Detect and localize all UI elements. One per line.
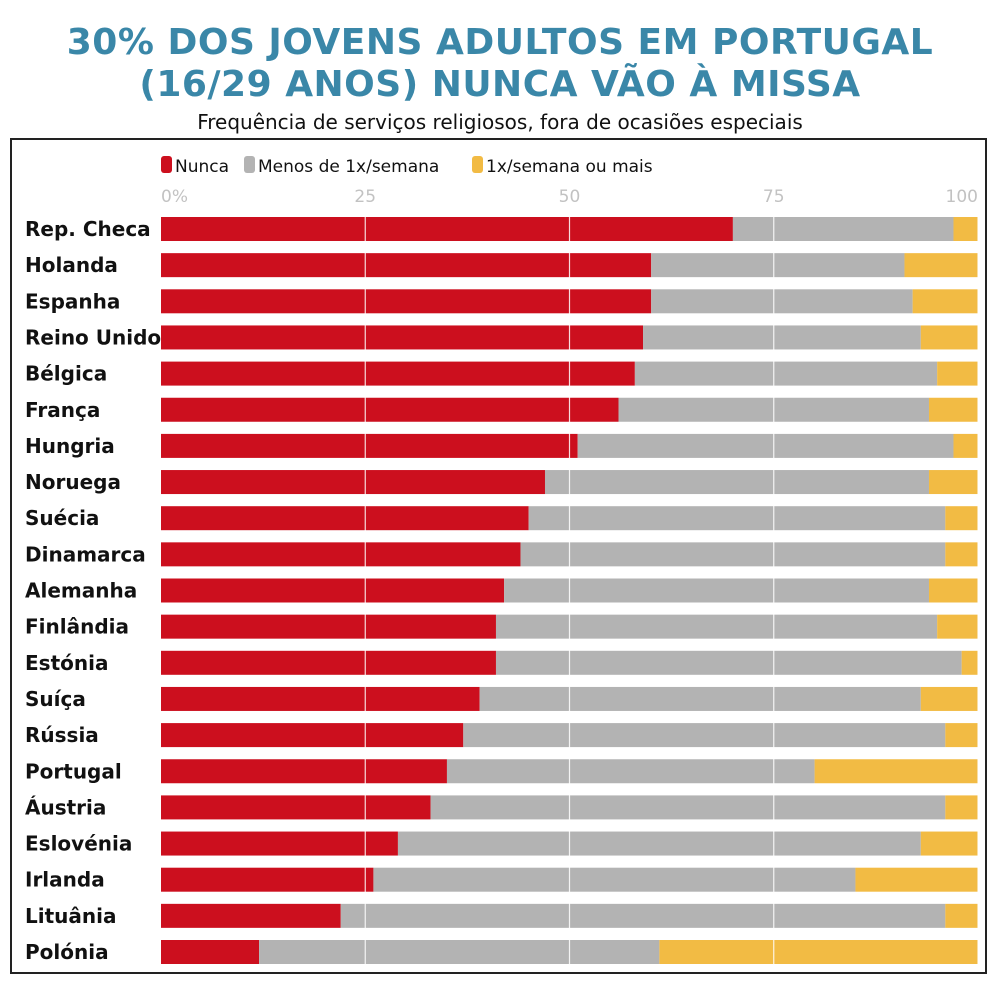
bar-menos-1x-15 [446,759,815,784]
bar-menos-1x-16 [430,795,946,820]
bar-menos-1x-9 [520,542,946,567]
bar-menos-1x-1 [651,253,905,278]
bar-semanal-ou-mais-18 [855,867,978,892]
category-label: Estónia [25,651,108,675]
bar-nunca-7 [161,470,545,495]
legend-swatch [244,156,255,173]
bar-semanal-ou-mais-2 [912,289,978,314]
bar-nunca-17 [161,831,398,856]
category-label: Suíça [25,687,86,711]
category-label: Suécia [25,506,99,530]
category-label: Irlanda [25,868,105,892]
bar-semanal-ou-mais-8 [945,506,978,531]
bar-nunca-13 [161,686,480,711]
bar-menos-1x-18 [373,867,856,892]
bar-semanal-ou-mais-1 [904,253,978,278]
category-label: Finlândia [25,615,129,639]
category-label: Bélgica [25,362,107,386]
category-label: França [25,398,100,422]
x-tick-label: 100 [946,187,978,207]
bar-semanal-ou-mais-7 [928,470,978,495]
bar-menos-1x-6 [577,433,954,458]
category-label: Espanha [25,289,120,313]
category-label: Portugal [25,759,122,783]
bar-semanal-ou-mais-0 [953,217,978,241]
category-label: Alemanha [25,579,137,603]
legend-swatch [472,156,483,173]
category-label: Hungria [25,434,115,458]
category-label: Rússia [25,723,99,747]
category-label: Eslovénia [25,832,132,856]
bar-nunca-11 [161,614,496,639]
category-label: Noruega [25,470,121,494]
bar-semanal-ou-mais-13 [920,686,978,711]
chart-frame [10,138,987,974]
bar-menos-1x-14 [463,723,946,748]
bar-semanal-ou-mais-15 [814,759,978,784]
bar-nunca-19 [161,903,341,928]
bar-semanal-ou-mais-3 [920,325,978,350]
x-tick-label: 75 [763,187,785,207]
chart-title-line-2: (16/29 ANOS) NUNCA VÃO À MISSA [139,64,861,105]
bar-nunca-4 [161,361,635,386]
bar-semanal-ou-mais-4 [937,361,978,386]
bar-semanal-ou-mais-11 [937,614,978,639]
bar-nunca-5 [161,397,619,422]
bar-nunca-0 [161,217,733,241]
bar-semanal-ou-mais-20 [659,940,978,964]
bar-nunca-10 [161,578,505,603]
category-label: Áustria [25,795,106,819]
category-label: Polónia [25,940,109,964]
bar-nunca-16 [161,795,431,820]
bar-menos-1x-11 [495,614,938,639]
x-tick-label: 0% [161,187,188,207]
bar-nunca-6 [161,433,578,458]
bar-menos-1x-0 [732,217,954,241]
bar-menos-1x-7 [544,470,929,495]
bar-menos-1x-13 [479,686,921,711]
bar-semanal-ou-mais-9 [945,542,978,567]
category-label: Lituânia [25,904,116,928]
x-tick-label: 25 [354,187,376,207]
bar-semanal-ou-mais-12 [961,650,978,675]
bar-semanal-ou-mais-16 [945,795,978,820]
bar-menos-1x-2 [651,289,913,314]
bar-menos-1x-10 [504,578,929,603]
bar-semanal-ou-mais-6 [953,433,978,458]
bar-nunca-20 [161,940,260,964]
legend-label: Nunca [175,157,229,177]
bar-nunca-18 [161,867,374,892]
bar-semanal-ou-mais-14 [945,723,978,748]
bar-menos-1x-20 [259,940,660,964]
bar-nunca-15 [161,759,447,784]
bar-semanal-ou-mais-19 [945,903,978,928]
bar-menos-1x-17 [397,831,921,856]
legend-swatch [161,156,172,173]
chart-title-line-1: 30% DOS JOVENS ADULTOS EM PORTUGAL [66,22,934,63]
chart-subtitle: Frequência de serviços religiosos, fora … [197,110,803,134]
bar-nunca-2 [161,289,652,314]
bar-nunca-3 [161,325,644,350]
category-label: Reino Unido [25,325,161,349]
bar-nunca-12 [161,650,496,675]
bar-nunca-9 [161,542,521,567]
bar-menos-1x-4 [634,361,938,386]
legend-label: Menos de 1x/semana [258,157,439,177]
category-label: Rep. Checa [25,217,151,241]
bar-menos-1x-8 [528,506,946,531]
bar-semanal-ou-mais-5 [928,397,978,422]
bar-nunca-1 [161,253,652,278]
category-label: Dinamarca [25,542,146,566]
bar-semanal-ou-mais-10 [928,578,978,603]
bar-semanal-ou-mais-17 [920,831,978,856]
x-tick-label: 50 [559,187,581,207]
bar-menos-1x-3 [643,325,921,350]
bar-nunca-8 [161,506,529,531]
category-label: Holanda [25,253,118,277]
bar-nunca-14 [161,723,464,748]
bar-menos-1x-19 [340,903,946,928]
bar-menos-1x-12 [495,650,962,675]
legend-label: 1x/semana ou mais [486,157,653,177]
